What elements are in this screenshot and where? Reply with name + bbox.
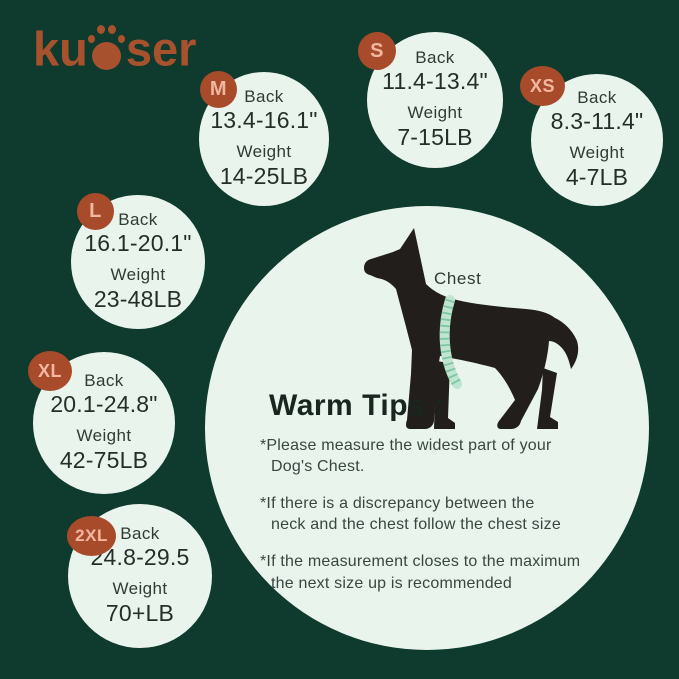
weight-title: Weight <box>110 265 166 284</box>
back-title: Back <box>120 523 160 543</box>
weight-range: 23-48LB <box>93 285 183 312</box>
paw-print-icon <box>87 22 125 72</box>
back-range: 8.3-11.4" <box>550 108 644 135</box>
paw-toe-icon <box>117 35 125 43</box>
dog-silhouette-illustration <box>364 228 579 429</box>
weight-range: 7-15LB <box>397 123 473 150</box>
paw-toe-icon <box>107 25 116 34</box>
size-badge-s: S <box>358 32 396 70</box>
back-title: Back <box>84 370 124 390</box>
measurement-panel: Chest Warm Tips : *Please measure the wi… <box>205 206 649 650</box>
size-circle-m: Back 13.4-16.1" Weight 14-25LB <box>199 72 329 206</box>
weight-title: Weight <box>112 579 168 598</box>
back-title: Back <box>415 47 455 67</box>
back-range: 16.1-20.1" <box>84 230 192 257</box>
warm-tip-item: *If there is a discrepancy between the n… <box>260 495 561 534</box>
back-range: 13.4-16.1" <box>210 107 318 134</box>
chest-tape-ticks <box>439 298 462 387</box>
size-badge-2xl: 2XL <box>67 516 116 556</box>
warm-tip-item: *Please measure the widest part of your … <box>260 437 552 476</box>
back-range: 11.4-13.4" <box>382 68 488 95</box>
weight-range: 14-25LB <box>219 162 309 189</box>
brand-logo: ku ser <box>33 21 197 76</box>
weight-range: 70+LB <box>105 599 175 626</box>
size-badge-m: M <box>200 71 237 108</box>
back-title: Back <box>577 87 617 107</box>
back-title: Back <box>118 209 158 229</box>
weight-title: Weight <box>569 143 625 162</box>
size-badge-xs: XS <box>520 66 565 106</box>
weight-title: Weight <box>236 142 292 161</box>
back-title: Back <box>244 86 284 106</box>
back-range: 20.1-24.8" <box>50 391 158 418</box>
chest-label: Chest <box>434 269 482 288</box>
weight-range: 42-75LB <box>59 446 149 473</box>
weight-title: Weight <box>76 426 132 445</box>
logo-text-suffix: ser <box>125 21 197 76</box>
paw-toe-icon <box>87 35 95 43</box>
warm-tips-heading: Warm Tips : <box>269 389 445 422</box>
paw-pad-icon <box>91 42 121 70</box>
size-badge-l: L <box>77 193 114 230</box>
weight-title: Weight <box>407 103 463 122</box>
warm-tip-item: *If the measurement closes to the maximu… <box>260 553 581 592</box>
warm-tips-list: *Please measure the widest part of your … <box>260 435 600 594</box>
weight-range: 4-7LB <box>565 163 629 190</box>
logo-text-prefix: ku <box>33 21 88 76</box>
paw-toe-icon <box>96 25 105 34</box>
size-badge-xl: XL <box>28 351 72 391</box>
